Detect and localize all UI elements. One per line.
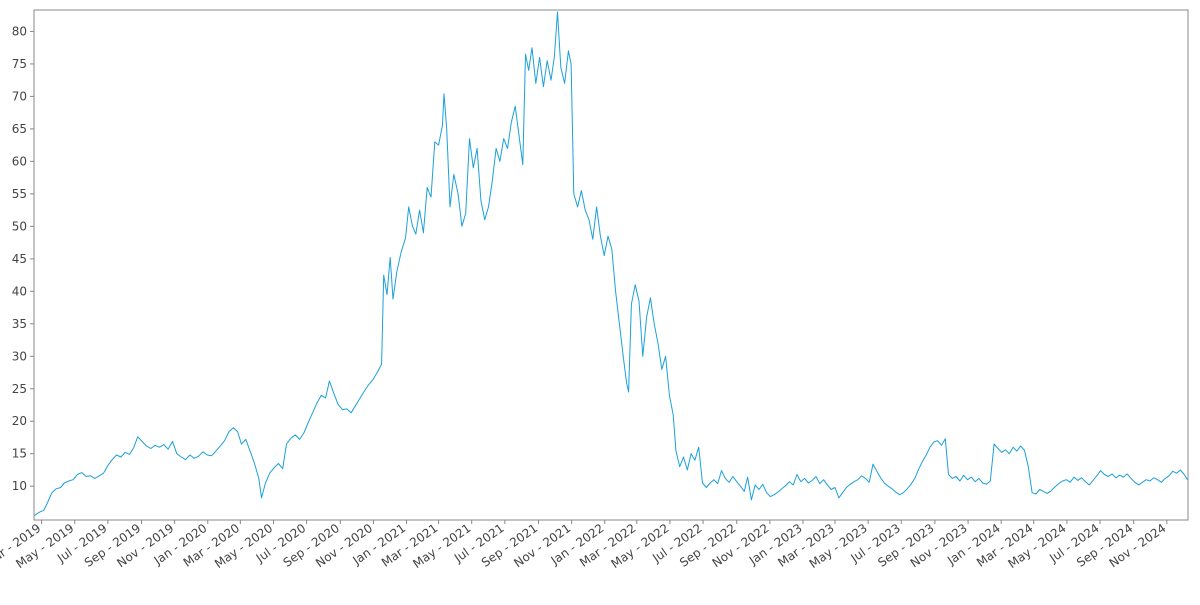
- y-tick-label: 70: [12, 89, 27, 103]
- y-tick-label: 35: [12, 317, 27, 331]
- y-tick-label: 65: [12, 122, 27, 136]
- y-tick-label: 20: [12, 414, 27, 428]
- y-tick-label: 45: [12, 252, 27, 266]
- y-tick-label: 50: [12, 219, 27, 233]
- y-tick-label: 60: [12, 154, 27, 168]
- y-tick-label: 55: [12, 187, 27, 201]
- y-tick-label: 40: [12, 284, 27, 298]
- y-tick-label: 75: [12, 57, 27, 71]
- y-tick-label: 30: [12, 349, 27, 363]
- plot-area: [33, 9, 1189, 521]
- y-tick-label: 10: [12, 479, 27, 493]
- y-tick-label: 25: [12, 382, 27, 396]
- y-tick-label: 15: [12, 447, 27, 461]
- series-layer: [34, 11, 1188, 516]
- y-tick-label: 80: [12, 24, 27, 38]
- y-axis: 10 15 20 25 30 35 40 45 50 55 60 65 70 75 80: [12, 24, 34, 493]
- series-line: [34, 11, 1188, 516]
